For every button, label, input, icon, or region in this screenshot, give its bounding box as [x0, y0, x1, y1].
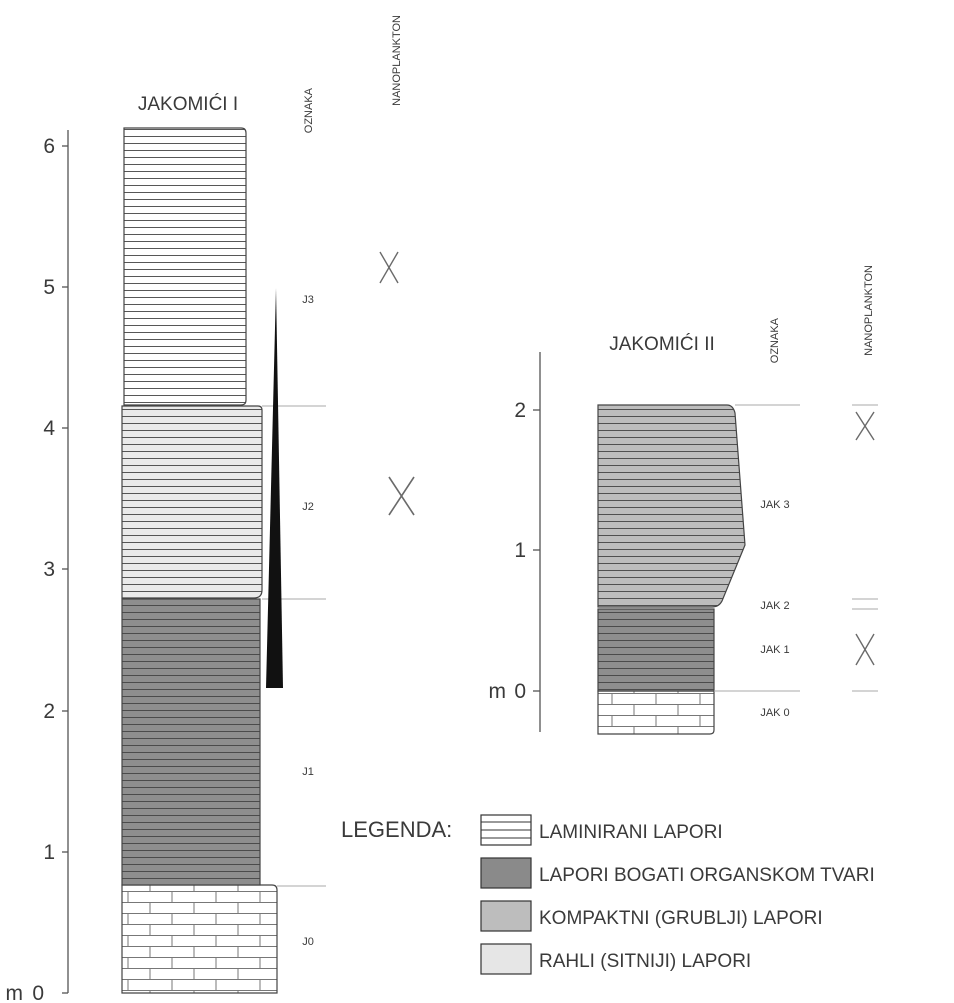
legend-item-compact: KOMPAKTNI (GRUBLJI) LAPORI [480, 900, 823, 932]
legend-item-organic: LAPORI BOGATI ORGANSKOM TVARI [480, 857, 875, 889]
axis2-unit: m [489, 680, 507, 703]
legend-title: LEGENDA: [341, 817, 452, 842]
depth-axis-1: 6 5 4 3 2 1 m 0 [6, 130, 69, 1003]
axis1-tick-4: 4 [43, 417, 55, 440]
legend-label-laminated: LAMINIRANI LAPORI [539, 822, 723, 843]
axis2-tick-2: 2 [514, 399, 526, 422]
legend-swatch-organic [480, 857, 532, 889]
section-jakomici-2: 2 1 m 0 JAKOMIĆI II OZNAKA NANOPLANKTON … [489, 265, 878, 735]
axis2-tick-1: 1 [514, 539, 526, 562]
axis1-tick-3: 3 [43, 558, 55, 581]
axis1-tick-2: 2 [43, 700, 55, 723]
section1-oznaka-header: OZNAKA [303, 87, 315, 133]
axis2-tick-0: 0 [514, 680, 526, 703]
trend-wedge [266, 288, 283, 688]
legend-item-laminated: LAMINIRANI LAPORI [480, 814, 723, 846]
label-jak2: JAK 2 [760, 600, 789, 612]
axis1-tick-5: 5 [43, 276, 55, 299]
legend: LEGENDA: LAMINIRANI LAPORI LAPORI BOGATI… [341, 814, 875, 975]
column-1 [121, 127, 278, 994]
section2-oznaka-header: OZNAKA [769, 317, 781, 363]
label-j1: J1 [302, 766, 314, 778]
depth-axis-2: 2 1 m 0 [489, 352, 541, 732]
nanoplankton-mark-2a [855, 411, 875, 441]
legend-item-loose: RAHLI (SITNIJI) LAPORI [480, 943, 751, 975]
legend-swatch-compact [480, 900, 532, 932]
axis1-tick-1: 1 [43, 841, 55, 864]
nanoplankton-mark-2b [855, 633, 875, 666]
section-jakomici-1: 6 5 4 3 2 1 m 0 JAKOMIĆI I OZNAKA NANOPL… [6, 15, 415, 1003]
label-jak3: JAK 3 [760, 499, 789, 511]
nanoplankton-mark-1b [388, 476, 415, 516]
axis1-tick-0: 0 [32, 982, 44, 1003]
layer-jak0-limestone [597, 690, 715, 735]
legend-label-compact: KOMPAKTNI (GRUBLJI) LAPORI [539, 908, 823, 929]
legend-label-loose: RAHLI (SITNIJI) LAPORI [539, 951, 751, 972]
layer-j0-limestone [121, 884, 278, 994]
section2-title: JAKOMIĆI II [609, 333, 715, 355]
legend-swatch-loose [480, 943, 532, 975]
column-2 [597, 404, 746, 735]
section1-nanoplankton-header: NANOPLANKTON [391, 15, 403, 106]
label-j0: J0 [302, 936, 314, 948]
nanoplankton-mark-1a [379, 251, 399, 284]
label-jak0: JAK 0 [760, 707, 789, 719]
label-jak1: JAK 1 [760, 644, 789, 656]
label-j2: J2 [302, 501, 314, 513]
label-j3: J3 [302, 294, 314, 306]
axis1-tick-6: 6 [43, 135, 55, 158]
section1-title: JAKOMIĆI I [138, 93, 238, 115]
legend-label-organic: LAPORI BOGATI ORGANSKOM TVARI [539, 865, 875, 886]
section2-nanoplankton-header: NANOPLANKTON [863, 265, 875, 356]
axis1-unit: m [6, 982, 24, 1003]
